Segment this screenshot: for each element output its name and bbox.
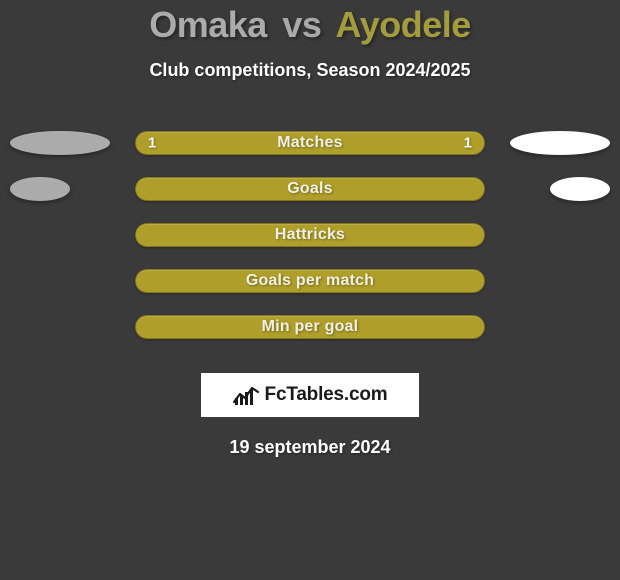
stat-row: Goals per match (0, 261, 620, 307)
chart-icon (233, 384, 259, 406)
stat-row: Goals (0, 169, 620, 215)
player2-ellipse (510, 131, 610, 155)
player2-ellipse (550, 177, 610, 201)
stat-label: Goals per match (246, 272, 374, 290)
stat-label: Goals (287, 180, 332, 198)
stat-pill: Goals (135, 177, 485, 201)
stat-row: Min per goal (0, 307, 620, 353)
stat-label: Min per goal (262, 318, 359, 336)
brand-text: FcTables.com (265, 384, 388, 406)
subtitle: Club competitions, Season 2024/2025 (0, 60, 620, 81)
stat-row: Hattricks (0, 215, 620, 261)
stat-label: Hattricks (275, 226, 345, 244)
player1-name: Omaka (149, 4, 267, 45)
player2-name: Ayodele (336, 4, 471, 45)
stat-rows: Matches 1 1 Goals Hattricks Goals per match Mi… (0, 123, 620, 353)
player1-ellipse (10, 131, 110, 155)
stat-pill: Goals per match (135, 269, 485, 293)
stat-pill: Matches 1 1 (135, 131, 485, 155)
player1-ellipse (10, 177, 70, 201)
stat-pill: Hattricks (135, 223, 485, 247)
stat-pill: Min per goal (135, 315, 485, 339)
snapshot-date: 19 september 2024 (0, 437, 620, 458)
player1-value: 1 (148, 135, 156, 152)
stat-label: Matches (277, 134, 342, 152)
stat-row: Matches 1 1 (0, 123, 620, 169)
brand-badge[interactable]: FcTables.com (201, 373, 419, 417)
page-title: Omaka vs Ayodele (0, 4, 620, 46)
comparison-card: Omaka vs Ayodele Club competitions, Seas… (0, 0, 620, 580)
vs-label: vs (282, 4, 321, 45)
player2-value: 1 (464, 135, 472, 152)
